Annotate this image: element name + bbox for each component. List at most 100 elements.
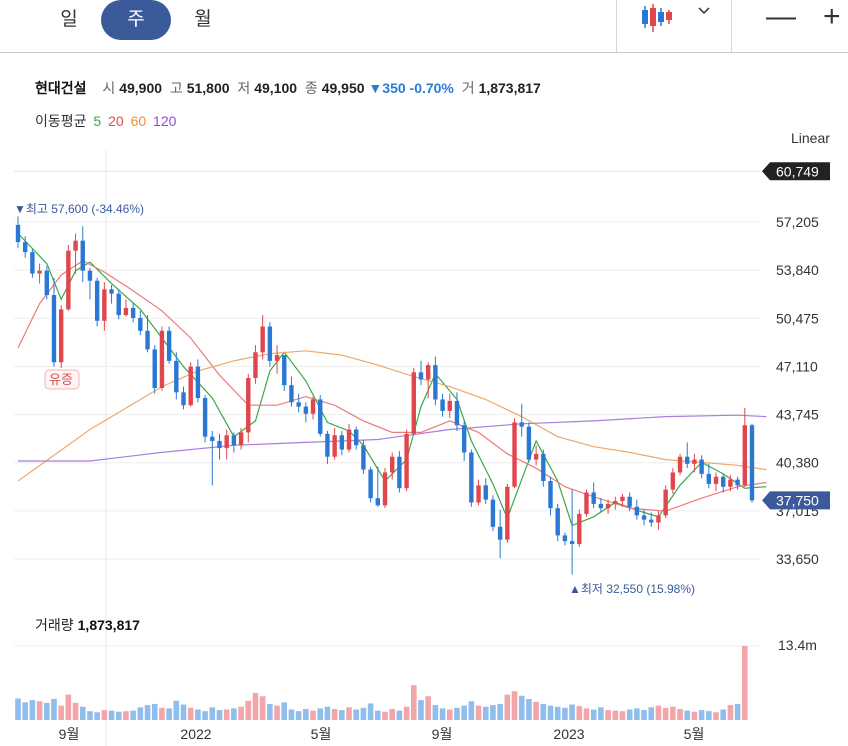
candle-body [181,392,186,406]
candle-body [627,496,632,507]
volume-bar [497,703,503,720]
high-label: 고 [169,80,183,96]
volume-bar [137,707,144,720]
candle-body [267,326,273,361]
current-price-tag [762,491,830,510]
candlestick-icon[interactable] [640,2,672,34]
candle-body [519,422,524,427]
volume-bar [475,705,482,720]
volume-bar [605,710,611,720]
volume-bar [108,710,115,720]
y-tick-label: 33,650 [776,551,819,567]
candle-body [389,456,395,473]
volume-bar [511,691,518,720]
low-annotation: ▲최저 32,550 (15.98%) [569,582,695,596]
volume-bar [151,703,158,720]
volume-bar [115,711,122,720]
tab-monthly[interactable]: 월 [194,9,212,30]
y-tick-label: 47,110 [776,358,818,374]
candle-body [749,425,755,501]
top-price-label: 60,749 [776,163,819,179]
volume-bar [576,706,583,720]
candle-body [66,250,71,310]
candle-body [260,326,265,353]
candle-body [562,535,568,542]
moving-average-legend: 이동평균 5 20 60 120 [35,111,179,131]
volume-bar [720,709,727,720]
candle-body [598,503,604,509]
low-label: 저 [237,80,251,96]
volume-bar [216,710,223,720]
high-value: 51,800 [186,80,230,96]
volume-bar [439,708,446,720]
candle-body [102,289,107,321]
y-tick-label: 53,840 [776,262,819,278]
ma-60-legend[interactable]: 60 [130,113,147,129]
volume-bar [648,707,655,720]
volume-bar [691,711,698,720]
candle-body [418,372,424,380]
candle-body [425,365,431,380]
candle-body [318,399,323,434]
zoom-in-button[interactable]: + [823,0,841,33]
volume-bar [375,710,381,720]
volume-bar [468,701,475,720]
candle-body [555,508,560,536]
chevron-down-icon[interactable] [697,4,711,18]
candle-body [368,469,373,499]
x-tick-label: 9월 [59,726,80,742]
volume-bar [626,709,633,720]
candle-body [174,360,179,393]
candle-body [37,270,42,274]
candle-body [512,422,517,487]
volume-bar [742,646,748,720]
candle-body [461,425,467,453]
ma-120-legend[interactable]: 120 [153,113,177,129]
volume-bar [655,705,662,720]
volume-bar [533,701,539,720]
candle-body [533,453,539,460]
candle-body [138,317,143,331]
volume-bar [662,707,669,720]
candle-body [620,496,625,502]
current-price-label: 37,750 [776,492,819,508]
y-tick-label: 40,380 [776,455,819,471]
candle-body [476,485,481,503]
candle-body [433,365,438,400]
candle-body [238,432,244,446]
volume-bar [410,685,417,720]
volume-bar [238,706,244,720]
x-tick-label: 2023 [553,726,584,742]
y-tick-label: 50,475 [776,310,819,326]
x-tick-label: 9월 [432,726,453,742]
ma-5-legend[interactable]: 5 [93,113,102,129]
volume-bar [554,706,561,720]
candle-body [15,224,21,243]
scale-toggle[interactable]: Linear [791,130,830,146]
ma-legend-label: 이동평균 [35,113,87,129]
candle-body [706,473,712,484]
ma-20-legend[interactable]: 20 [108,113,124,129]
high-annotation: ▼최고 57,600 (-34.46%) [14,202,144,216]
candle-body [613,501,618,504]
candle-body [728,479,733,487]
volume-bar [43,702,50,720]
tab-daily[interactable]: 일 [60,9,78,30]
volume-bar [259,696,266,720]
candle-body [440,399,445,411]
candle-body [44,270,49,296]
volume-bar [547,705,554,720]
candle-body [274,355,280,361]
candle-body [699,459,704,474]
volume-label: 거 [461,80,475,96]
volume-bar [432,705,439,720]
candle-body [51,295,57,363]
volume-bar [612,710,619,720]
volume-bar [540,703,547,720]
candle-body [649,519,654,523]
zoom-out-button[interactable]: — [766,0,796,33]
tab-weekly[interactable]: 주 [101,0,171,40]
volume-bar [94,712,100,720]
volume-bar [72,702,79,720]
